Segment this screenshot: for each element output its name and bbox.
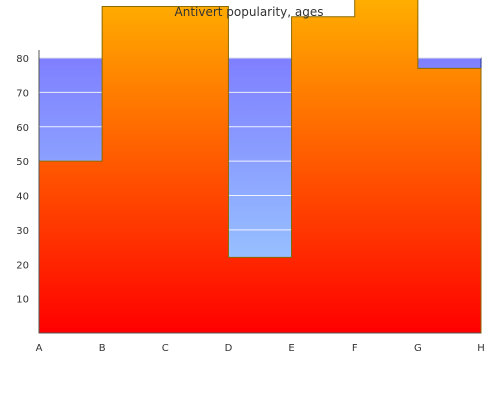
x-tick-label: A — [36, 343, 43, 354]
x-tick-label: D — [225, 343, 233, 354]
y-tick-labels: 10 20 30 40 50 60 70 80 — [16, 54, 29, 306]
y-tick-label: 70 — [16, 88, 29, 99]
x-tick-label: F — [352, 343, 358, 354]
y-tick-label: 20 — [16, 260, 29, 271]
x-tick-label: G — [414, 343, 422, 354]
series-front-area — [38, 0, 482, 334]
x-tick-label: C — [162, 343, 169, 354]
x-tick-label: B — [99, 343, 106, 354]
x-tick-label: E — [288, 343, 294, 354]
y-tick-label: 50 — [16, 157, 29, 168]
x-tick-labels: A B C D E F G H — [36, 343, 485, 354]
axes — [38, 50, 481, 334]
y-tick-label: 60 — [16, 123, 29, 134]
y-tick-label: 10 — [16, 295, 29, 306]
chart-title: Antivert popularity, ages — [175, 5, 324, 19]
y-tick-label: 80 — [16, 54, 29, 65]
series-front-layer — [38, 0, 482, 334]
y-tick-label: 40 — [16, 192, 29, 203]
x-tick-label: H — [477, 343, 485, 354]
y-tick-label: 30 — [16, 226, 29, 237]
